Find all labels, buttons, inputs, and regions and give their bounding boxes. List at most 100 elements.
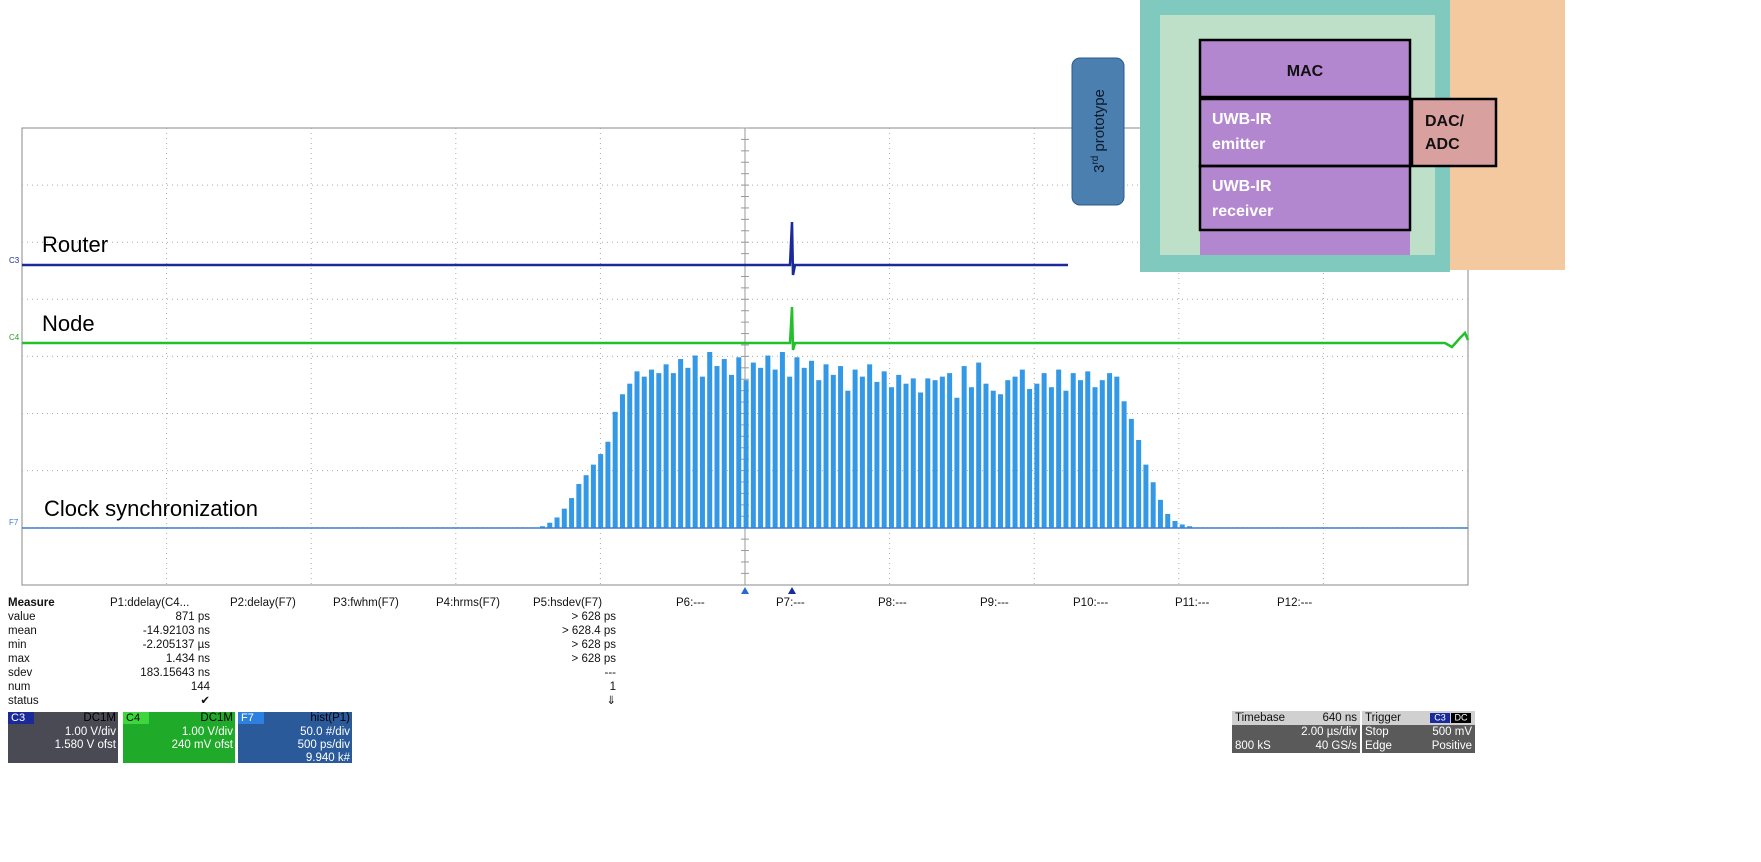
measure-header: P1:ddelay(C4... (110, 597, 189, 609)
hist-bar (852, 369, 858, 528)
channel-tag-box (238, 712, 264, 724)
measure-p5: --- (605, 667, 617, 679)
channel-tag: C4 (126, 712, 140, 724)
hist-bar (1187, 526, 1193, 528)
hist-bar (765, 355, 771, 528)
hist-bar (547, 522, 553, 528)
measure-row-label: status (8, 695, 39, 707)
block (1198, 38, 1412, 99)
hist-bar (1012, 376, 1018, 528)
measure-p5: ⇓ (606, 695, 616, 707)
channel-tag: F7 (241, 712, 254, 724)
hist-bar (932, 380, 938, 528)
hist-bar (881, 371, 887, 528)
measure-p1: ✔ (200, 695, 210, 707)
marker (741, 587, 749, 594)
c4-trace (22, 306, 1470, 351)
hist-bar (808, 360, 814, 528)
trace-label: Router (42, 232, 108, 257)
measure-p1: -14.92103 ns (143, 625, 210, 637)
hist-bar (888, 387, 894, 528)
hist-bar (772, 369, 778, 528)
hist-bar (750, 362, 756, 528)
trace-tag: C4 (9, 333, 20, 342)
trigger-source: C3 (1434, 712, 1446, 722)
channel-tag-box (8, 712, 34, 724)
histogram (540, 352, 1193, 528)
hist-bar (918, 392, 924, 528)
hist-bar (1157, 499, 1163, 528)
block-label: emitter (1212, 136, 1265, 153)
hist-bar (605, 441, 611, 528)
channel-setting: 1.00 V/div (65, 726, 116, 738)
hist-bar (736, 357, 742, 528)
hist-bar (1136, 440, 1142, 528)
timebase-title: Timebase (1235, 712, 1285, 724)
hist-bar (576, 484, 582, 528)
channel-setting: 1.580 V ofst (55, 739, 117, 751)
block (1410, 97, 1498, 168)
channel-setting: 240 mV ofst (172, 739, 234, 751)
hist-bar (968, 387, 974, 528)
hist-bar (1063, 390, 1069, 528)
hist-bar (779, 352, 785, 528)
block-label: UWB-IR (1212, 178, 1272, 195)
hist-bar (714, 366, 720, 528)
hist-bar (1085, 371, 1091, 528)
block-label: DAC/ (1425, 113, 1465, 130)
channel-tag-box (123, 712, 149, 724)
trigger-level: 500 mV (1432, 726, 1472, 738)
timebase-rate: 40 GS/s (1315, 740, 1357, 752)
hist-bar (1092, 387, 1098, 528)
trace-label: Clock synchronization (44, 496, 258, 521)
hist-bar (1034, 383, 1040, 528)
measure-p5: > 628 ps (572, 611, 617, 623)
hist-bar (998, 394, 1004, 528)
hist-bar (838, 366, 844, 528)
measure-p5: 1 (610, 681, 616, 693)
trigger-coupling: DC (1455, 712, 1468, 722)
hist-bar (634, 371, 640, 528)
channel-setting: 1.00 V/div (182, 726, 233, 738)
channel-coupling: DC1M (83, 712, 116, 724)
trace-label: Node (42, 311, 95, 336)
measure-p1: 144 (191, 681, 211, 693)
measure-p1: -2.205137 µs (143, 639, 211, 651)
hist-bar (1150, 482, 1156, 528)
hist-bar (787, 376, 793, 528)
measure-header: Measure (8, 597, 55, 609)
hist-bar (619, 394, 625, 528)
hist-bar (823, 364, 829, 528)
c3-trace (22, 221, 1068, 276)
measure-table: Measure P1:ddelay(C4... P2:delay(F7) P3:fwh… (8, 597, 1312, 707)
hist-bar (1077, 380, 1083, 528)
hist-bar (830, 374, 836, 528)
hist-bar (1179, 524, 1185, 528)
hist-bar (910, 378, 916, 528)
channel-setting: 50.0 #/div (300, 726, 350, 738)
hist-bar (1172, 520, 1178, 528)
hist-bar (540, 526, 545, 528)
hist-bar (976, 362, 982, 528)
hist-bar (758, 367, 764, 528)
measure-p5: > 628 ps (572, 653, 617, 665)
hist-bar (743, 380, 749, 528)
measure-p1: 1.434 ns (166, 653, 210, 665)
hist-bar (983, 383, 989, 528)
trace-tag: C3 (9, 256, 20, 265)
hist-bar (1048, 387, 1054, 528)
trigger-source-box (1430, 713, 1450, 723)
measure-row-label: mean (8, 625, 37, 637)
hist-bar (859, 376, 865, 528)
measure-row-label: sdev (8, 667, 33, 679)
hist-bar (1005, 380, 1011, 528)
hist-bar (1041, 373, 1047, 528)
chip-inset: 3rdprototype MAC UWB-IR emitter UWB-IR r… (1071, 0, 1565, 272)
hist-bar (867, 364, 873, 528)
trigger-mode: Stop (1365, 726, 1389, 738)
measure-row-label: value (8, 611, 36, 623)
marker (788, 587, 796, 594)
block (1198, 164, 1412, 232)
channel-coupling: hist(P1) (310, 712, 350, 724)
